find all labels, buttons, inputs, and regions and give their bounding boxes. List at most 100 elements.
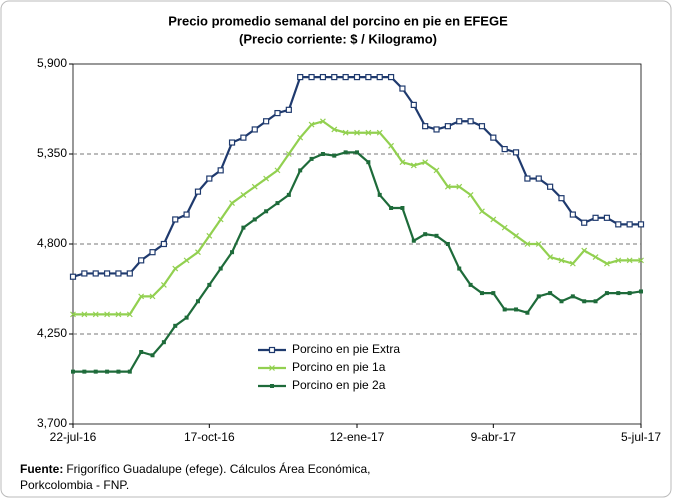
point (69, 273, 77, 280)
x-tick-label: 17-oct-16 (184, 430, 235, 444)
x-tick-label: 12-ene-17 (330, 430, 385, 444)
point (376, 129, 383, 136)
point (535, 175, 542, 182)
point (569, 260, 576, 267)
point (558, 195, 565, 202)
legend-marker (269, 365, 275, 371)
point (81, 270, 88, 277)
point (615, 221, 622, 228)
chart-subtitle: (Precio corriente: $ / Kilogramo) (239, 31, 437, 46)
point (468, 282, 473, 287)
point (298, 168, 303, 173)
point (399, 159, 406, 166)
point (206, 232, 213, 239)
point (207, 282, 212, 287)
point (490, 134, 497, 141)
point (263, 118, 270, 125)
point (297, 134, 304, 141)
legend-label: Porcino en pie 2a (292, 378, 386, 392)
point (309, 156, 314, 161)
point (115, 270, 122, 277)
point (377, 192, 382, 197)
point (491, 291, 496, 296)
point (70, 311, 76, 318)
point (604, 291, 609, 296)
x-tick-label: 5-jul-17 (621, 430, 661, 444)
point (71, 369, 75, 374)
point (241, 225, 246, 230)
y-tick-label: 3,700 (37, 416, 67, 430)
point (264, 209, 269, 214)
point (365, 73, 372, 81)
point (103, 270, 111, 277)
point (525, 310, 530, 315)
point (138, 257, 145, 264)
point (274, 167, 281, 174)
point (467, 118, 474, 125)
point (285, 151, 292, 157)
point (92, 270, 99, 277)
point (240, 134, 247, 141)
point (115, 311, 122, 318)
point (638, 257, 644, 264)
point (251, 126, 258, 133)
point (319, 73, 327, 81)
y-tick-label: 5,350 (37, 146, 67, 160)
point (104, 311, 111, 318)
point (603, 214, 611, 221)
point (353, 73, 361, 81)
point (376, 73, 383, 81)
point (173, 323, 178, 328)
point (479, 291, 484, 296)
point (456, 183, 463, 190)
point (422, 123, 429, 130)
point (149, 249, 156, 256)
point (592, 214, 599, 221)
point (81, 311, 88, 318)
point (263, 175, 270, 182)
point (342, 129, 349, 136)
point (467, 191, 474, 198)
point (490, 216, 497, 223)
point (513, 232, 519, 239)
point (593, 299, 598, 304)
y-tick-label: 4,250 (37, 326, 67, 340)
point (582, 299, 587, 304)
point (343, 150, 348, 155)
point (308, 121, 315, 128)
point (183, 257, 190, 264)
point (411, 238, 416, 243)
point (82, 369, 87, 374)
legend-marker (268, 346, 276, 354)
point (275, 201, 280, 206)
point (514, 307, 519, 312)
point (354, 129, 360, 136)
point (218, 266, 223, 271)
point (138, 293, 145, 300)
legend-marker (270, 384, 274, 388)
point (547, 254, 554, 261)
point (285, 106, 292, 113)
point (149, 293, 156, 300)
point (105, 369, 110, 374)
source-text: Porkcolombia - FNP. (20, 478, 129, 492)
point (637, 221, 645, 228)
point (230, 250, 235, 255)
point (548, 291, 553, 296)
legend-label: Porcino en pie Extra (292, 342, 400, 356)
point (387, 73, 395, 81)
point (195, 299, 200, 304)
source: Fuente: Frigorífico Guadalupe (efege). Cá… (20, 461, 371, 476)
point (160, 240, 167, 248)
point (639, 289, 643, 294)
point (433, 167, 440, 174)
source-label: Fuente: (20, 462, 63, 476)
point (536, 294, 541, 299)
point (389, 206, 394, 210)
point (581, 219, 588, 226)
point (603, 260, 610, 267)
point (286, 192, 291, 197)
point (194, 188, 202, 195)
